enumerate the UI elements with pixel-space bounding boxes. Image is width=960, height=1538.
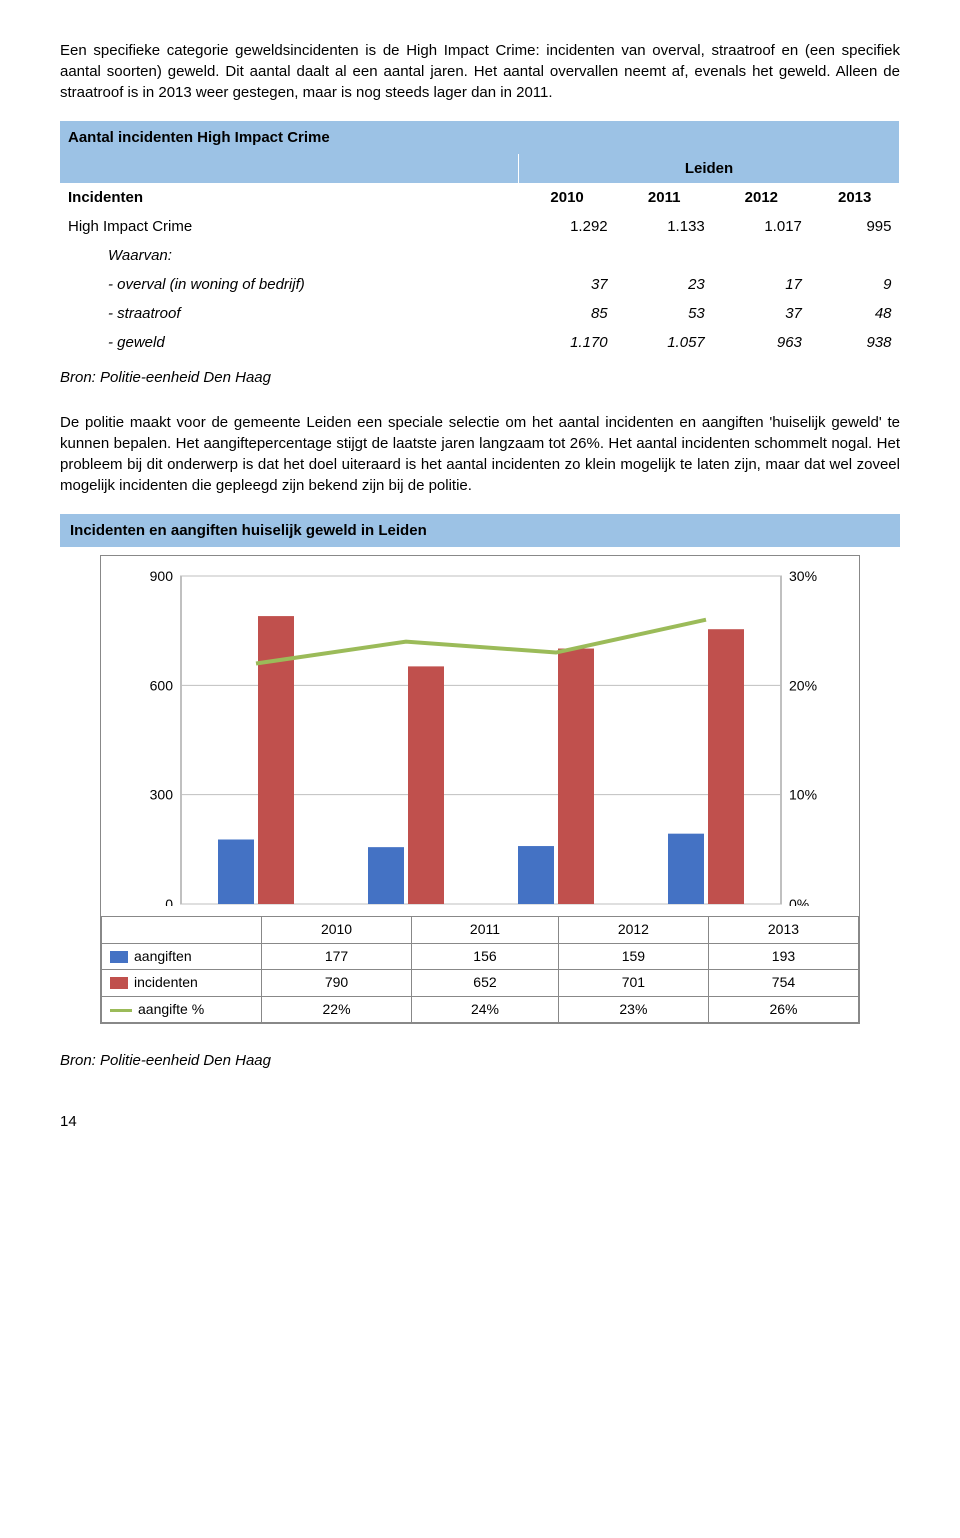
- hic-blank-cell: [60, 154, 519, 183]
- intro-paragraph-2: De politie maakt voor de gemeente Leiden…: [60, 412, 900, 496]
- legend-value-cell: 652: [412, 970, 559, 997]
- table-row-label: Waarvan:: [60, 241, 519, 270]
- legend-value-cell: 754: [708, 970, 858, 997]
- legend-value-cell: 26%: [708, 996, 858, 1023]
- table-cell: 85: [519, 299, 616, 328]
- legend-label-cell: aangifte %: [102, 996, 262, 1023]
- svg-text:0%: 0%: [789, 896, 809, 906]
- source-2: Bron: Politie-eenheid Den Haag: [60, 1050, 900, 1071]
- legend-value-cell: 790: [262, 970, 412, 997]
- svg-text:20%: 20%: [789, 677, 817, 693]
- table-cell: 938: [810, 328, 900, 357]
- intro-paragraph-1: Een specifieke categorie geweldsincident…: [60, 40, 900, 103]
- table-cell: 1.017: [713, 212, 810, 241]
- legend-label-cell: incidenten: [102, 970, 262, 997]
- table-cell: 17: [713, 270, 810, 299]
- legend-value-cell: 159: [558, 943, 708, 970]
- hic-year-cell: 2010: [519, 183, 616, 212]
- hic-table-title: Aantal incidenten High Impact Crime: [60, 121, 900, 154]
- table-cell: [810, 241, 900, 270]
- hic-col-header: Incidenten: [60, 183, 519, 212]
- table-cell: 1.133: [616, 212, 713, 241]
- table-cell: 37: [713, 299, 810, 328]
- table-cell: 9: [810, 270, 900, 299]
- table-cell: 37: [519, 270, 616, 299]
- table-cell: 1.292: [519, 212, 616, 241]
- legend-value-cell: 156: [412, 943, 559, 970]
- chart-title: Incidenten en aangiften huiselijk geweld…: [60, 514, 900, 547]
- table-cell: [616, 241, 713, 270]
- hic-year-cell: 2011: [616, 183, 713, 212]
- table-cell: 23: [616, 270, 713, 299]
- table-cell: 1.057: [616, 328, 713, 357]
- table-cell: [519, 241, 616, 270]
- legend-value-cell: 177: [262, 943, 412, 970]
- legend-value-cell: 22%: [262, 996, 412, 1023]
- legend-year-cell: 2010: [262, 917, 412, 944]
- svg-text:900: 900: [150, 568, 174, 584]
- svg-text:300: 300: [150, 787, 174, 803]
- svg-text:10%: 10%: [789, 787, 817, 803]
- legend-value-cell: 24%: [412, 996, 559, 1023]
- table-cell: 995: [810, 212, 900, 241]
- table-row-label: - straatroof: [60, 299, 519, 328]
- hic-table: Aantal incidenten High Impact Crime Leid…: [60, 121, 900, 357]
- svg-text:600: 600: [150, 677, 174, 693]
- legend-label-cell: aangiften: [102, 943, 262, 970]
- legend-value-cell: 23%: [558, 996, 708, 1023]
- table-cell: 1.170: [519, 328, 616, 357]
- legend-zero-cell: [102, 917, 262, 944]
- page-number: 14: [60, 1111, 900, 1132]
- table-cell: 963: [713, 328, 810, 357]
- hic-year-cell: 2012: [713, 183, 810, 212]
- table-row-label: High Impact Crime: [60, 212, 519, 241]
- hic-region: Leiden: [519, 154, 900, 183]
- legend-year-cell: 2011: [412, 917, 559, 944]
- table-cell: 48: [810, 299, 900, 328]
- legend-year-cell: 2012: [558, 917, 708, 944]
- legend-year-cell: 2013: [708, 917, 858, 944]
- chart-box: 0 0% 300 10% 600 20% 900 30% 2010201120122013 aa…: [100, 555, 860, 1024]
- svg-text:30%: 30%: [789, 568, 817, 584]
- chart-plot: 0 0% 300 10% 600 20% 900 30%: [101, 556, 859, 916]
- table-row-label: - overval (in woning of bedrijf): [60, 270, 519, 299]
- svg-text:0: 0: [165, 896, 173, 906]
- table-row-label: - geweld: [60, 328, 519, 357]
- table-cell: [713, 241, 810, 270]
- legend-value-cell: 701: [558, 970, 708, 997]
- chart-legend-table: 2010201120122013 aangiften177156159193 inc…: [101, 916, 859, 1023]
- table-cell: 53: [616, 299, 713, 328]
- legend-value-cell: 193: [708, 943, 858, 970]
- chart-section: Incidenten en aangiften huiselijk geweld…: [60, 514, 900, 1024]
- hic-year-cell: 2013: [810, 183, 900, 212]
- source-1: Bron: Politie-eenheid Den Haag: [60, 367, 900, 388]
